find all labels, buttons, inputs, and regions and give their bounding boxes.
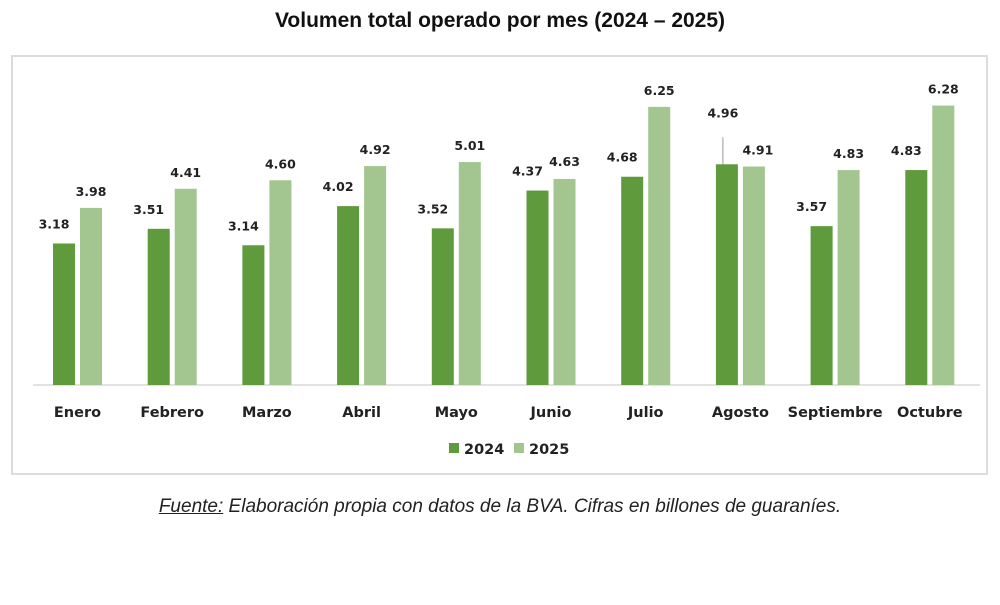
data-label: 4.02 <box>323 179 354 194</box>
data-label: 4.92 <box>360 142 391 157</box>
bar-2024-julio <box>621 176 644 385</box>
bar-2024-marzo <box>242 245 265 385</box>
bar-2025-enero <box>80 207 102 385</box>
bar-2025-junio <box>553 178 576 385</box>
bar-2025-octubre <box>932 105 955 385</box>
bar-2024-junio <box>526 190 549 385</box>
x-tick-label: Marzo <box>242 405 292 421</box>
bar-2025-febrero <box>174 188 197 385</box>
bar-2025-julio <box>648 106 671 385</box>
legend-swatch-2025 <box>514 443 524 453</box>
data-label: 3.51 <box>133 202 164 217</box>
x-tick-label: Julio <box>627 405 664 421</box>
source-note: Fuente: Elaboración propia con datos de … <box>0 496 1000 518</box>
legend-label-2024: 2024 <box>464 442 504 458</box>
bar-2024-septiembre <box>810 226 833 385</box>
legend-label-2025: 2025 <box>529 442 569 458</box>
data-label: 5.01 <box>454 138 485 153</box>
data-label: 3.57 <box>796 199 827 214</box>
data-label: 4.83 <box>891 143 922 158</box>
data-label: 6.28 <box>928 82 959 97</box>
x-tick-label: Febrero <box>140 405 204 421</box>
data-label: 3.52 <box>417 201 448 216</box>
bar-2025-mayo <box>458 162 481 385</box>
x-tick-label: Junio <box>530 405 572 421</box>
data-label: 4.60 <box>265 156 296 171</box>
legend-swatch-2024 <box>449 443 459 453</box>
x-tick-label: Enero <box>54 405 101 421</box>
data-label: 6.25 <box>644 83 675 98</box>
x-tick-label: Septiembre <box>788 405 883 421</box>
x-tick-label: Octubre <box>897 405 963 421</box>
data-label: 3.18 <box>39 216 70 231</box>
data-label: 4.96 <box>707 105 738 120</box>
x-tick-label: Abril <box>342 405 381 421</box>
data-label: 4.37 <box>512 164 543 179</box>
bar-2025-abril <box>364 166 387 385</box>
data-label: 3.98 <box>76 184 107 199</box>
chart-title: Volumen total operado por mes (2024 – 20… <box>274 9 726 32</box>
bar-2024-enero <box>53 243 75 385</box>
x-tick-label: Mayo <box>435 405 478 421</box>
bar-2025-septiembre <box>837 170 860 385</box>
bar-2025-agosto <box>742 166 765 385</box>
data-label: 3.14 <box>228 218 259 233</box>
data-label: 4.91 <box>742 143 773 158</box>
bar-2025-marzo <box>269 180 292 385</box>
bar-2024-agosto <box>715 164 738 385</box>
data-label: 4.83 <box>833 146 864 161</box>
bar-2024-octubre <box>905 170 928 385</box>
legend: 2024 2025 <box>449 442 569 458</box>
bar-2024-febrero <box>147 228 170 385</box>
bar-2024-abril <box>337 206 360 385</box>
source-text: Elaboración propia con datos de la BVA. … <box>223 496 842 517</box>
data-label: 4.68 <box>607 150 638 165</box>
bar-2024-mayo <box>431 228 454 385</box>
x-tick-label: Agosto <box>712 405 769 421</box>
data-label: 4.41 <box>170 165 201 180</box>
data-label: 4.63 <box>549 154 580 169</box>
source-label: Fuente: <box>158 496 224 517</box>
